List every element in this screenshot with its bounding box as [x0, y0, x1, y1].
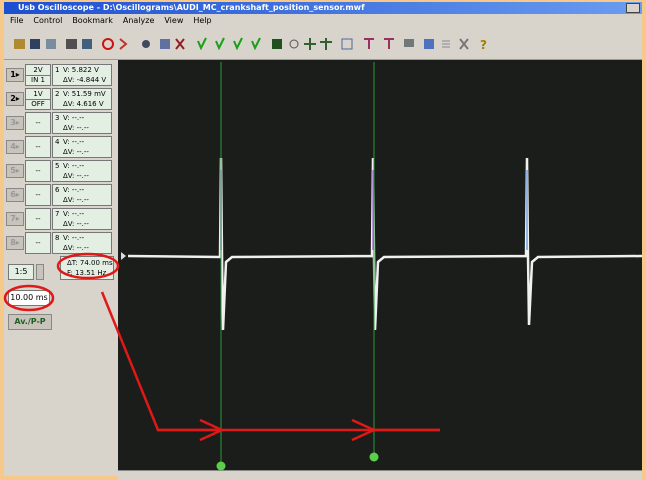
menu-item[interactable]: Help [193, 16, 212, 25]
channel-scale[interactable]: -- [25, 112, 51, 134]
channel-number: 2 [55, 90, 60, 98]
mode-button[interactable]: Av./P-P [8, 314, 52, 330]
channel-readout: 8 V: --.-- ΔV: --.-- [52, 232, 112, 254]
channel-readout: 6 V: --.-- ΔV: --.-- [52, 184, 112, 206]
channel-number: 6 [55, 186, 60, 194]
scope-screen [118, 60, 642, 470]
frequency: F: 13.51 Hz [67, 269, 107, 277]
voltage: V: --.-- [63, 114, 85, 122]
scale-value: -- [35, 239, 41, 247]
channel-number: 5 [55, 162, 60, 170]
menu-item[interactable]: Control [33, 16, 63, 25]
channel-scale[interactable]: 1V OFF [25, 88, 51, 110]
channel-scale[interactable]: -- [25, 184, 51, 206]
window-title: Usb Oscilloscope - D:\Oscillograms\AUDI_… [18, 3, 365, 12]
channel-panel: 1▸ 2V IN 1 1 V: 5.822 V ΔV: -4.844 V 2▸ 1V OFF 2 V… [4, 60, 118, 476]
channel-number: 8 [55, 234, 60, 242]
channel-scale[interactable]: -- [25, 136, 51, 158]
channel-button[interactable]: 1▸ [6, 68, 24, 82]
menu-item[interactable]: View [164, 16, 184, 25]
channel-readout: 1 V: 5.822 V ΔV: -4.844 V [52, 64, 112, 86]
channel-number: 1 [55, 66, 60, 74]
voltage: V: --.-- [63, 162, 85, 170]
delta-voltage: ΔV: --.-- [63, 172, 89, 180]
channel-number: 7 [55, 210, 60, 218]
voltage: V: --.-- [63, 234, 85, 242]
icons[interactable]: ? [14, 37, 487, 52]
channel-button[interactable]: 5▸ [6, 164, 24, 178]
zoom-spin[interactable] [36, 264, 44, 280]
voltage: V: --.-- [63, 186, 85, 194]
channel-scale[interactable]: -- [25, 160, 51, 182]
delta-voltage: ΔV: 4.616 V [63, 100, 104, 108]
scale-value: -- [35, 191, 41, 199]
toolbar: ? [4, 27, 642, 60]
menu-item[interactable]: File [10, 16, 24, 25]
svg-text:?: ? [480, 38, 487, 52]
menu-item[interactable]: Analyze [122, 16, 155, 25]
channel-button[interactable]: 7▸ [6, 212, 24, 226]
voltage: V: 5.822 V [63, 66, 99, 74]
scale-value: -- [35, 119, 41, 127]
channel-scale[interactable]: 2V IN 1 [25, 64, 51, 86]
title-bar: Usb Oscilloscope - D:\Oscillograms\AUDI_… [4, 2, 642, 14]
voltage: V: --.-- [63, 210, 85, 218]
time-per-div[interactable]: 10.00 ms [8, 290, 50, 306]
voltage: V: 51.59 mV [63, 90, 106, 98]
channel-readout: 2 V: 51.59 mV ΔV: 4.616 V [52, 88, 112, 110]
channel-button[interactable]: 3▸ [6, 116, 24, 130]
scrollbar[interactable] [118, 470, 642, 480]
delta-voltage: ΔV: --.-- [63, 124, 89, 132]
scale-value: 1V [33, 90, 43, 98]
channel-number: 3 [55, 114, 60, 122]
channel-button[interactable]: 2▸ [6, 92, 24, 106]
channel-input: OFF [26, 99, 50, 109]
delta-voltage: ΔV: -4.844 V [63, 76, 107, 84]
channel-number: 4 [55, 138, 60, 146]
menu-item[interactable]: Bookmark [72, 16, 113, 25]
channel-scale[interactable]: -- [25, 232, 51, 254]
scale-value: -- [35, 215, 41, 223]
scale-value: -- [35, 167, 41, 175]
delta-voltage: ΔV: --.-- [63, 196, 89, 204]
delta-voltage: ΔV: --.-- [63, 148, 89, 156]
channel-button[interactable]: 8▸ [6, 236, 24, 250]
delta-voltage: ΔV: --.-- [63, 220, 89, 228]
delta-voltage: ΔV: --.-- [63, 244, 89, 252]
channel-button[interactable]: 6▸ [6, 188, 24, 202]
window-button[interactable] [626, 3, 640, 13]
zoom[interactable]: 1:5 [8, 264, 34, 280]
channel-readout: 5 V: --.-- ΔV: --.-- [52, 160, 112, 182]
delta-time: ΔT: 74.00 ms [67, 259, 113, 267]
cursor-readout: ΔT: 74.00 ms F: 13.51 Hz [60, 256, 114, 280]
toolbar-icons: ? [14, 37, 487, 52]
channel-readout: 4 V: --.-- ΔV: --.-- [52, 136, 112, 158]
menu-bar: File Control Bookmark Analyze View Help [4, 14, 642, 27]
channel-button[interactable]: 4▸ [6, 140, 24, 154]
channel-input: IN 1 [26, 75, 50, 85]
channel-scale[interactable]: -- [25, 208, 51, 230]
channel-readout: 7 V: --.-- ΔV: --.-- [52, 208, 112, 230]
voltage: V: --.-- [63, 138, 85, 146]
scale-value: -- [35, 143, 41, 151]
scale-value: 2V [33, 66, 43, 74]
channel-readout: 3 V: --.-- ΔV: --.-- [52, 112, 112, 134]
